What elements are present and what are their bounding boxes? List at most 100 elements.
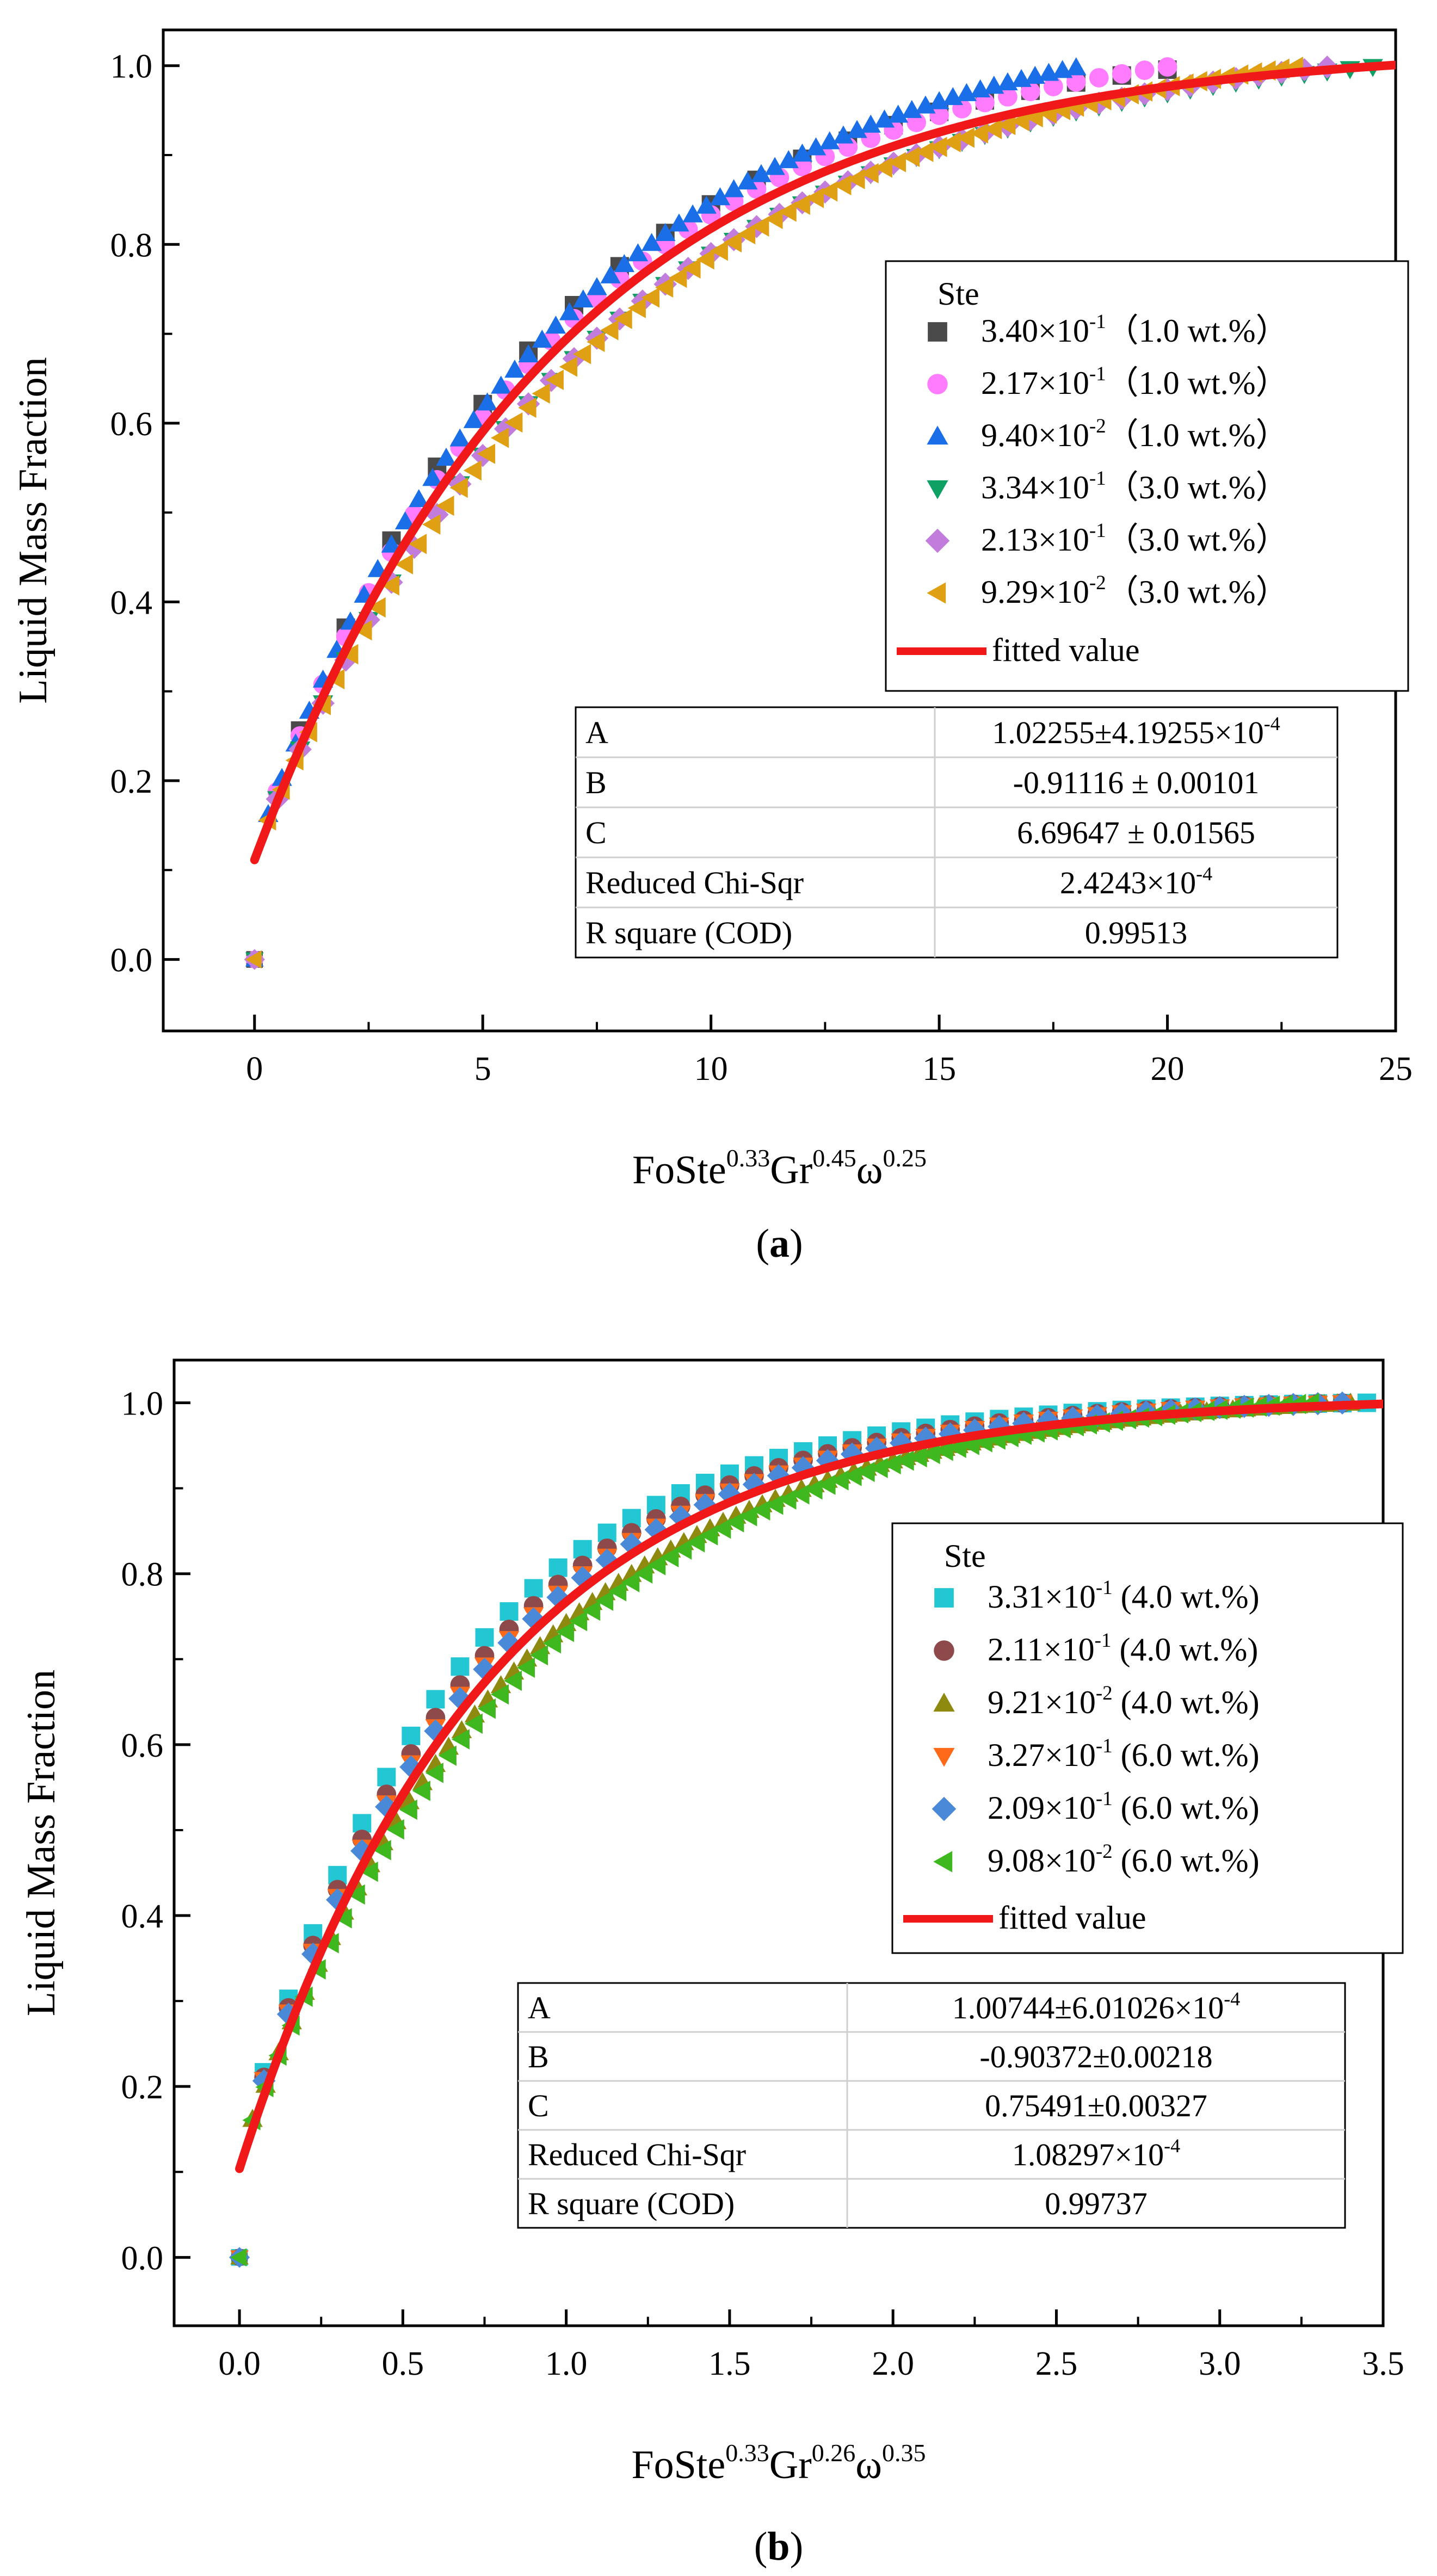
text-run: （1.0 wt.%） [1106,417,1288,453]
data-point [386,1819,404,1840]
data-point [856,1461,875,1482]
data-point [621,1572,640,1592]
table-value: 0.75491±0.00327 [985,2088,1207,2123]
y-tick-label: 1.0 [110,48,153,85]
chart-panel-b: 0.0 0.2 0.4 0.6 0.8 1.0 0.0 0.5 1.0 1.5 2.0 2.5 3.0 3… [19,1358,1404,2569]
legend-marker [933,1851,953,1873]
x-tick-label: 5 [474,1051,491,1088]
data-point [425,1763,443,1783]
data-point [713,1518,731,1539]
data-point [696,249,714,270]
data-point [1134,60,1155,80]
data-point [556,1622,575,1642]
data-point [463,460,482,481]
text-run: ( [756,1221,769,1266]
data-point [573,344,591,365]
data-point [723,232,742,253]
data-point [451,1657,470,1676]
data-point [399,1799,417,1820]
text-run: 1.08297×10 [1012,2137,1164,2172]
data-point [347,1884,365,1905]
x-tick-label: 2.0 [872,2345,914,2382]
x-axis: 0.0 0.5 1.0 1.5 2.0 2.5 3.0 3.5 [218,2309,1404,2382]
text-run: (6.0 wt.%) [1113,1790,1260,1826]
data-point [710,187,731,206]
data-point [883,1454,901,1475]
y-tick-label: 0.4 [110,584,153,621]
x-tick-label: 1.0 [545,2345,588,2382]
table-label: R square (COD) [528,2186,735,2221]
data-point [682,204,703,223]
data-point [595,1590,614,1611]
superscript: -2 [1096,1682,1113,1704]
data-point [751,164,772,182]
fitted-curve [250,60,1396,864]
x-tick-label: 0.0 [218,2345,261,2382]
table-value: -0.91116 ± 0.00101 [1013,765,1260,800]
y-tick-label: 0.2 [121,2069,164,2106]
data-point [909,1447,927,1468]
data-point [491,375,511,394]
superscript: -2 [1089,572,1106,594]
data-point [956,127,975,148]
text-run: ) [790,1221,803,1266]
text-run: （3.0 wt.%） [1106,522,1288,558]
data-point [545,316,566,334]
data-point [674,1539,692,1560]
x-tick-label: 1.5 [708,2345,751,2382]
y-tick-label: 0.0 [121,2240,164,2277]
data-point [833,175,852,196]
y-tick-label: 0.4 [121,1898,164,1935]
data-point [422,468,443,486]
data-point [451,1729,470,1750]
text-run: （3.0 wt.%） [1106,470,1288,505]
data-point [587,331,605,353]
text-run: 2.09×10 [988,1790,1096,1826]
legend-marker [927,480,948,499]
x-tick-label: 2.5 [1035,2345,1078,2382]
data-point [614,308,632,329]
data-point [1112,64,1132,84]
data-point [367,597,386,618]
superscript: -1 [1096,1735,1113,1757]
superscript: -1 [1095,1629,1112,1652]
legend-label: 2.09×10-1 (6.0 wt.%) [988,1788,1260,1826]
data-point [641,233,662,251]
data-point [861,128,881,149]
data-point [600,320,619,341]
text-run: 6.69647 ± 0.01565 [1017,815,1255,850]
data-point [545,369,564,390]
text-run: 9.21×10 [988,1684,1096,1720]
data-point [559,302,580,320]
data-point [477,392,498,411]
legend-marker [927,425,948,445]
table-label: A [528,1990,551,2025]
text-run: 3.31×10 [988,1579,1096,1615]
table-label: C [528,2088,549,2123]
data-point [230,2248,247,2267]
y-tick-label: 0.8 [110,227,153,264]
data-point [582,1600,601,1621]
data-point [847,120,867,138]
data-point [394,554,414,574]
text-run: 1.00744±6.01026×10 [952,1990,1224,2025]
data-point [847,169,865,189]
superscript: -2 [1089,415,1106,437]
legend-marker [932,1796,957,1821]
x-axis-label: FoSte0.33Gr0.26ω0.35 [631,2439,926,2487]
data-point [975,92,995,113]
data-point [475,1628,494,1647]
text-run: 2.11×10 [988,1632,1095,1667]
legend-label: 2.11×10-1 (4.0 wt.%) [988,1629,1258,1667]
data-point [874,109,895,128]
data-point [647,1555,666,1576]
data-point [438,1745,457,1766]
superscript: -1 [1096,1577,1113,1599]
data-point [627,243,649,262]
table-label: Reduced Chi-Sqr [585,865,804,900]
text-run: 0.99513 [1085,915,1188,950]
x-tick-label: 3.0 [1199,2345,1241,2382]
data-point [764,157,785,175]
